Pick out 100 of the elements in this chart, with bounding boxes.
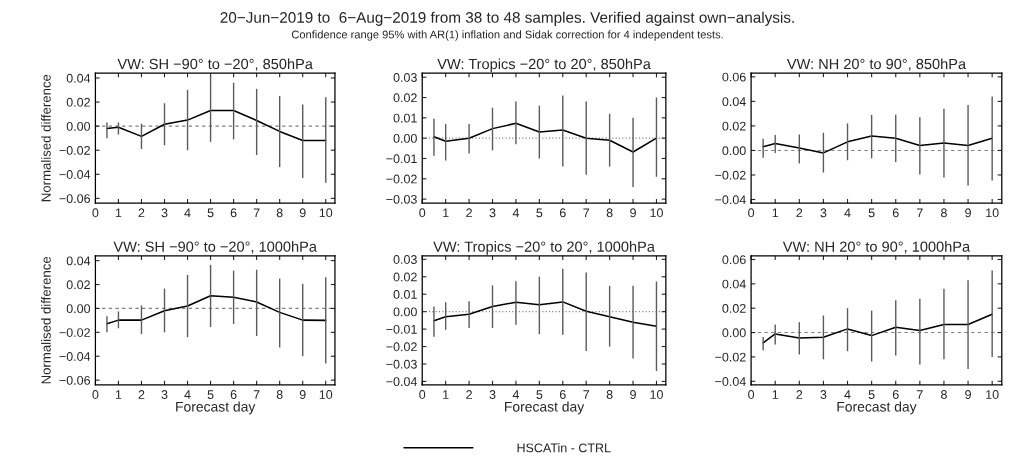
x-tick-label: 8 xyxy=(941,390,947,399)
y-tick-label: −0.02 xyxy=(386,174,417,184)
chart-title: VW: NH 20° to 90°, 850hPa xyxy=(786,58,967,71)
y-tick-label: 0.02 xyxy=(66,97,90,107)
x-tick-label: 8 xyxy=(276,390,283,399)
x-tick-label: 4 xyxy=(844,390,851,399)
y-tick-label: −0.04 xyxy=(59,170,91,179)
y-tick-label: 0.01 xyxy=(393,113,417,123)
x-tick-label: 4 xyxy=(844,208,851,218)
chart-title: VW: NH 20° to 90°, 1000hPa xyxy=(782,241,971,254)
y-tick-label: 0.02 xyxy=(66,280,90,290)
x-tick-label: 10 xyxy=(650,390,663,399)
y-tick-label: 0.02 xyxy=(393,93,417,103)
x-tick-label: 5 xyxy=(868,208,875,218)
y-tick-label: −0.02 xyxy=(59,328,90,337)
x-tick-label: 6 xyxy=(559,208,566,218)
x-tick-label: 8 xyxy=(606,208,613,218)
y-tick-label: 0.04 xyxy=(66,73,91,83)
x-tick-label: 10 xyxy=(986,208,999,218)
x-tick-label: 9 xyxy=(299,390,306,399)
x-tick-label: 2 xyxy=(138,390,145,399)
line-series xyxy=(106,109,327,142)
y-tick-label: −0.04 xyxy=(59,352,91,361)
x-tick-label: 5 xyxy=(868,390,875,399)
x-tick-label: 0 xyxy=(419,208,426,218)
x-tick-label: 5 xyxy=(207,390,214,399)
y-tick-label: 0.01 xyxy=(393,290,417,299)
x-tick-label: 6 xyxy=(892,208,899,218)
y-tick-label: −0.04 xyxy=(715,195,746,205)
x-axis-title: Forecast day xyxy=(176,401,256,415)
y-tick-label: 0.00 xyxy=(393,307,417,317)
x-tick-label: 0 xyxy=(92,390,99,399)
line-series xyxy=(433,122,658,153)
x-tick-label: 7 xyxy=(583,208,590,218)
x-tick-label: 10 xyxy=(650,208,663,218)
line-series xyxy=(762,135,993,154)
y-tick-label: −0.02 xyxy=(386,342,417,352)
x-tick-label: 7 xyxy=(917,208,923,218)
x-tick-label: 9 xyxy=(299,208,306,218)
x-tick-label: 8 xyxy=(606,390,613,399)
x-tick-label: 5 xyxy=(207,208,214,218)
x-tick-label: 1 xyxy=(772,390,779,399)
x-tick-label: 9 xyxy=(630,208,636,218)
line-series xyxy=(762,313,993,344)
y-tick-label: −0.02 xyxy=(715,352,746,362)
line-series xyxy=(433,301,658,328)
x-tick-label: 1 xyxy=(115,208,122,218)
text: 20−Jun−2019 to 6−Aug−2019 from 38 to 48 samples. Verified against own−analysis. xyxy=(220,11,794,26)
y-tick-label: −0.06 xyxy=(59,194,90,204)
y-tick-label: −0.06 xyxy=(59,375,90,385)
x-axis-title: Forecast day xyxy=(505,401,585,415)
x-tick-label: 4 xyxy=(512,390,520,399)
x-tick-label: 6 xyxy=(230,390,237,399)
x-tick-label: 3 xyxy=(489,390,496,399)
y-tick-label: 0.06 xyxy=(722,72,746,82)
x-tick-label: 7 xyxy=(253,390,260,399)
x-tick-label: 2 xyxy=(466,208,472,218)
y-tick-label: 0.02 xyxy=(722,121,746,131)
y-axis-title: Normalised difference xyxy=(41,74,51,202)
y-tick-label: −0.04 xyxy=(386,377,418,387)
x-tick-label: 10 xyxy=(319,208,333,218)
x-tick-label: 8 xyxy=(276,208,283,218)
x-tick-label: 6 xyxy=(559,390,566,399)
x-tick-label: 2 xyxy=(796,208,803,218)
x-tick-label: 5 xyxy=(536,208,543,218)
x-tick-label: 8 xyxy=(941,208,947,218)
x-tick-label: 7 xyxy=(583,390,590,399)
chart-title: VW: SH −90° to −20°, 850hPa xyxy=(117,58,313,71)
x-tick-label: 4 xyxy=(184,390,191,399)
x-tick-label: 9 xyxy=(965,390,971,399)
x-tick-label: 3 xyxy=(489,208,496,218)
y-tick-label: −0.02 xyxy=(59,146,90,155)
x-tick-label: 4 xyxy=(184,208,191,218)
x-tick-label: 0 xyxy=(92,208,99,218)
y-tick-label: 0.02 xyxy=(393,272,417,282)
x-tick-label: 1 xyxy=(115,390,122,399)
x-tick-label: 4 xyxy=(512,208,520,218)
chart-title: VW: SH −90° to −20°, 1000hPa xyxy=(113,241,317,254)
x-tick-label: 3 xyxy=(161,390,168,399)
x-tick-label: 2 xyxy=(466,390,472,399)
text: HSCATin - CTRL xyxy=(517,443,611,453)
y-tick-label: 0.03 xyxy=(393,73,417,82)
line-series xyxy=(106,294,327,325)
y-tick-label: 0.00 xyxy=(393,133,417,143)
x-tick-label: 9 xyxy=(630,390,636,399)
chart-title: VW: Tropics −20° to 20°, 1000hPa xyxy=(433,241,655,255)
y-tick-label: 0.04 xyxy=(722,279,746,289)
y-tick-label: −0.01 xyxy=(386,154,417,164)
x-tick-label: 3 xyxy=(820,208,827,218)
x-tick-label: 6 xyxy=(892,390,899,399)
y-tick-label: 0.00 xyxy=(66,304,91,314)
x-tick-label: 1 xyxy=(443,390,449,399)
x-tick-label: 3 xyxy=(820,390,827,399)
chart-title: VW: Tropics −20° to 20°, 850hPa xyxy=(437,58,651,73)
x-tick-label: 6 xyxy=(230,208,237,218)
y-tick-label: 0.00 xyxy=(66,121,91,131)
y-tick-label: 0.00 xyxy=(722,328,746,338)
y-tick-label: 0.03 xyxy=(393,255,417,264)
x-tick-label: 10 xyxy=(986,390,999,399)
y-tick-label: −0.01 xyxy=(386,324,417,334)
